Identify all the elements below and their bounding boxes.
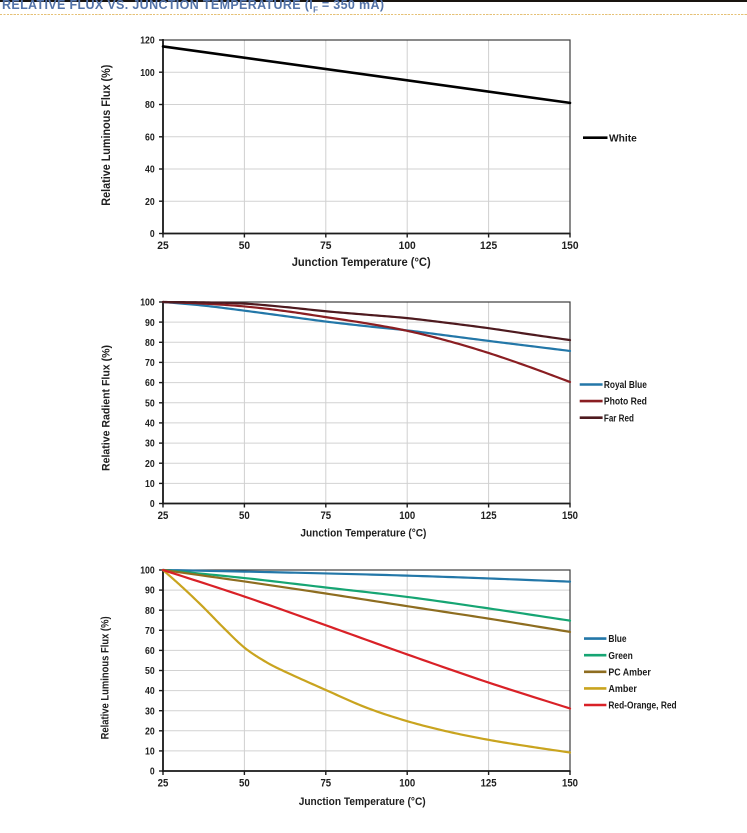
- svg-text:50: 50: [239, 240, 250, 252]
- svg-text:PC Amber: PC Amber: [608, 666, 650, 678]
- svg-text:75: 75: [320, 777, 331, 789]
- svg-text:Amber: Amber: [608, 683, 637, 695]
- svg-text:80: 80: [145, 605, 155, 617]
- svg-text:100: 100: [399, 240, 416, 252]
- svg-text:0: 0: [150, 228, 155, 240]
- svg-text:50: 50: [239, 777, 250, 789]
- svg-text:75: 75: [320, 510, 331, 522]
- svg-text:100: 100: [140, 67, 155, 79]
- svg-text:100: 100: [399, 777, 415, 789]
- svg-text:80: 80: [145, 99, 155, 111]
- svg-text:40: 40: [145, 685, 155, 697]
- svg-text:Royal Blue: Royal Blue: [604, 379, 647, 391]
- svg-text:70: 70: [145, 625, 155, 637]
- svg-text:20: 20: [145, 725, 155, 737]
- svg-text:10: 10: [145, 478, 155, 490]
- svg-text:50: 50: [145, 397, 155, 409]
- svg-text:40: 40: [145, 164, 155, 176]
- svg-text:30: 30: [145, 438, 155, 450]
- svg-text:90: 90: [145, 585, 155, 597]
- svg-text:60: 60: [145, 131, 155, 143]
- svg-text:75: 75: [320, 240, 331, 252]
- svg-text:Green: Green: [608, 650, 632, 662]
- svg-text:Junction Temperature (°C): Junction Temperature (°C): [299, 796, 426, 808]
- svg-text:10: 10: [145, 746, 155, 758]
- svg-text:Relative Luminous Flux (%): Relative Luminous Flux (%): [100, 616, 112, 739]
- svg-text:50: 50: [239, 510, 250, 522]
- svg-text:125: 125: [481, 777, 497, 789]
- svg-text:0: 0: [150, 498, 155, 510]
- svg-text:Relative Luminous Flux (%): Relative Luminous Flux (%): [99, 65, 113, 206]
- svg-text:Photo Red: Photo Red: [604, 396, 647, 408]
- svg-text:Relative Radient Flux (%): Relative Radient Flux (%): [100, 345, 112, 471]
- svg-text:100: 100: [140, 297, 155, 309]
- svg-text:60: 60: [145, 377, 155, 389]
- svg-text:150: 150: [562, 777, 578, 789]
- svg-text:125: 125: [480, 240, 497, 252]
- svg-text:60: 60: [145, 645, 155, 657]
- svg-text:Far Red: Far Red: [604, 412, 634, 424]
- svg-text:50: 50: [145, 665, 155, 677]
- svg-text:100: 100: [140, 565, 155, 577]
- svg-text:120: 120: [140, 35, 155, 47]
- svg-text:25: 25: [158, 777, 169, 789]
- svg-text:25: 25: [158, 510, 169, 522]
- svg-text:150: 150: [562, 510, 578, 522]
- svg-text:40: 40: [145, 418, 155, 430]
- svg-text:20: 20: [145, 196, 155, 208]
- svg-text:30: 30: [145, 705, 155, 717]
- svg-text:White: White: [609, 133, 637, 144]
- svg-text:Junction Temperature (°C): Junction Temperature (°C): [292, 255, 431, 269]
- svg-text:Blue: Blue: [608, 633, 626, 645]
- svg-text:Junction Temperature (°C): Junction Temperature (°C): [300, 527, 426, 539]
- svg-text:70: 70: [145, 357, 155, 369]
- svg-text:100: 100: [399, 510, 415, 522]
- svg-text:Red-Orange, Red: Red-Orange, Red: [608, 700, 676, 712]
- svg-text:150: 150: [561, 240, 578, 252]
- svg-text:125: 125: [481, 510, 497, 522]
- svg-text:20: 20: [145, 458, 155, 470]
- svg-text:25: 25: [157, 240, 168, 252]
- svg-text:0: 0: [150, 766, 155, 778]
- svg-text:90: 90: [145, 317, 155, 329]
- svg-text:80: 80: [145, 337, 155, 349]
